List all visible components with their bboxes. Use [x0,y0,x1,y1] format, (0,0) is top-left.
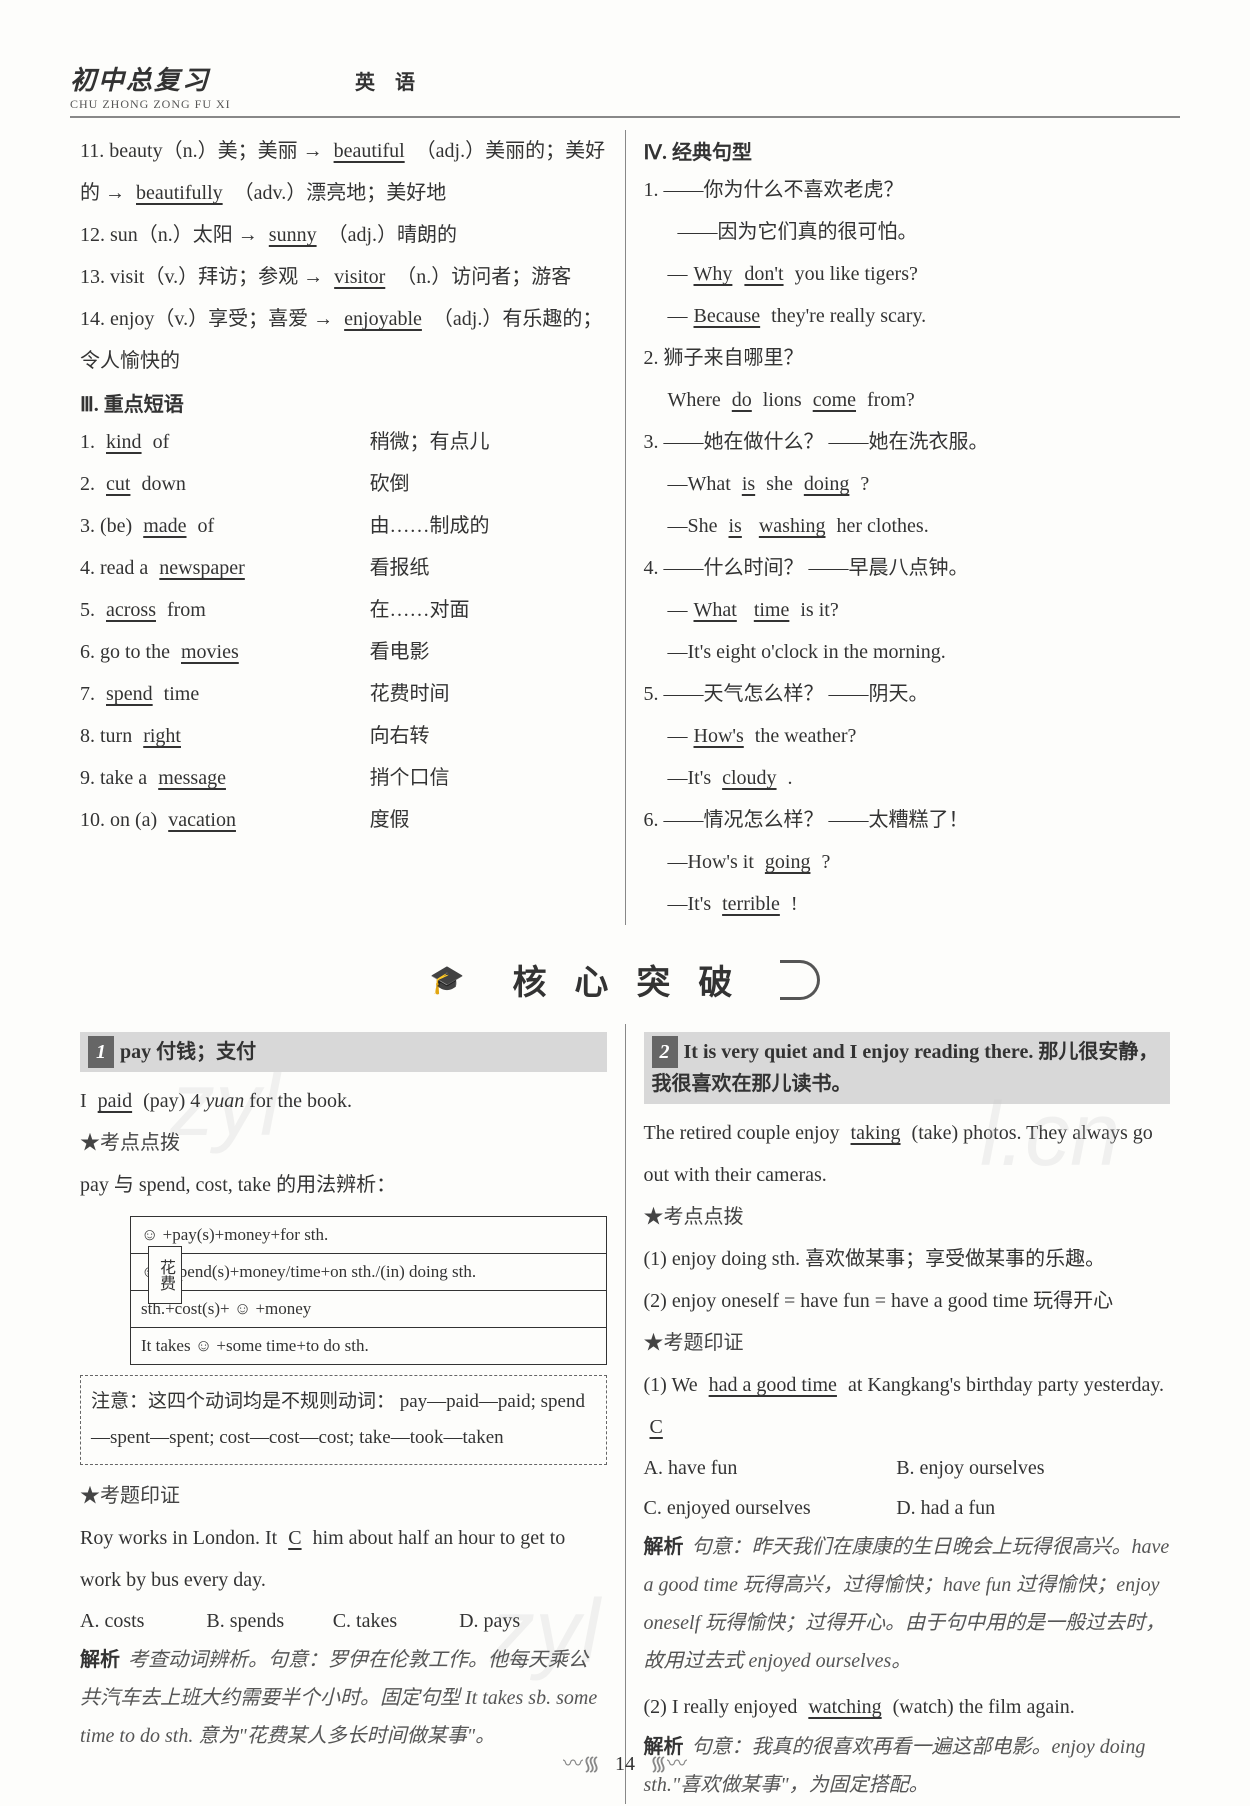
sentence-cn: 2. 狮子来自哪里？ [644,337,1171,379]
sentence-en: —What is she doing ? [644,463,1171,505]
banner-text: 核心突破 [512,955,760,1004]
option: B. spends [206,1601,332,1641]
vocab-item: 14. enjoy（v.）享受；喜爱 → enjoyable （adj.）有乐趣… [80,298,607,382]
topic2-num: 2 [652,1036,678,1068]
upper-left-col: 11. beauty（n.）美；美丽 → beautiful （adj.）美丽的… [70,130,626,925]
topic2-tip1: (1) enjoy doing sth. 喜欢做某事；享受做某事的乐趣。 [644,1238,1171,1280]
phrase-list: 1. kind of稍微；有点儿2. cut down砍倒3. (be) mad… [80,421,607,841]
vocab-item: 13. visit（v.）拜访；参观 → visitor （n.）访问者；游客 [80,256,607,298]
vocab-item: 12. sun（n.）太阳 → sunny （adj.）晴朗的 [80,214,607,256]
sentence-en: —How's it going ? [644,841,1171,883]
topic2-title: It is very quiet and I enjoy reading the… [652,1041,1159,1095]
topic2-q1-options: A. have funB. enjoy ourselvesC. enjoyed … [644,1448,1171,1528]
topic2-example: The retired couple enjoy taking (take) p… [644,1112,1171,1196]
sentence-cn: 1. ——你为什么不喜欢老虎？ [644,169,1171,211]
section3-title: Ⅲ. 重点短语 [80,388,607,417]
sentence-en-ans: —Because they're really scary. [644,295,1171,337]
sentence-cn: 4. ——什么时间？ ——早晨八点钟。 [644,547,1171,589]
topic2-q1: (1) We had a good time at Kangkang's bir… [644,1364,1171,1448]
sentence-list: 1. ——你为什么不喜欢老虎？——因为它们真的很可怕。—Whydon't you… [644,169,1171,925]
phrase-item: 2. cut down砍倒 [80,463,607,505]
sentence-en: Where do lions come from? [644,379,1171,421]
topic1-tip-label: ★考点点拨 [80,1122,607,1164]
header-title-cn: 初中总复习 [70,66,210,95]
topic1-question: Roy works in London. It C him about half… [80,1517,607,1601]
phrase-item: 10. on (a) vacation度假 [80,799,607,841]
analysis-text: 句意：昨天我们在康康的生日晚会上玩得很高兴。have a good time 玩… [644,1536,1170,1672]
diagram-side-label: 花费 [148,1246,182,1304]
header-title-pinyin: CHU ZHONG ZONG FU XI [70,97,1180,112]
phrase-item: 1. kind of稍微；有点儿 [80,421,607,463]
note-box: 注意：这四个动词均是不规则动词： pay—paid—paid; spend—sp… [80,1375,607,1465]
topic1-num: 1 [88,1036,114,1068]
banner-arc-icon [780,960,820,1000]
diagram-row: sth.+cost(s)+ ☺ +money [131,1291,606,1328]
diagram-row: ☺ +spend(s)+money/time+on sth./(in) doin… [131,1254,606,1291]
phrase-item: 3. (be) made of由……制成的 [80,505,607,547]
page-deco-icon: 〰᯾ [563,1747,600,1776]
sentence-cn: 3. ——她在做什么？ ——她在洗衣服。 [644,421,1171,463]
usage-diagram: ☺ +pay(s)+money+for sth.☺ +spend(s)+mone… [130,1216,607,1365]
topic1-test-label: ★考题印证 [80,1475,607,1517]
sentence-en: —Whydon't you like tigers? [644,253,1171,295]
option: C. enjoyed ourselves [644,1488,897,1528]
sentence-cn: 6. ——情况怎么样？ ——太糟糕了！ [644,799,1171,841]
banner-icon: 🎓 [430,963,493,997]
header-divider [70,116,1180,118]
analysis-text: 考查动词辨析。句意：罗伊在伦敦工作。他每天乘公共汽车去上班大约需要半个小时。固定… [80,1649,597,1747]
phrase-item: 8. turn right向右转 [80,715,607,757]
lower-right-col: 2It is very quiet and I enjoy reading th… [626,1024,1181,1804]
lower-columns: zyl zyl l.cn 1pay 付钱；支付 I paid (pay) 4 y… [70,1024,1180,1804]
sentence-en-ans: —It's eight o'clock in the morning. [644,631,1171,673]
upper-columns: 11. beauty（n.）美；美丽 → beautiful （adj.）美丽的… [70,130,1180,925]
option: A. have fun [644,1448,897,1488]
section-banner: 🎓 核心突破 [70,955,1180,1004]
phrase-item: 7. spend time花费时间 [80,673,607,715]
phrase-item: 6. go to the movies看电影 [80,631,607,673]
topic2-test-label: ★考题印证 [644,1322,1171,1364]
topic2-header: 2It is very quiet and I enjoy reading th… [644,1032,1171,1104]
upper-right-col: Ⅳ. 经典句型 1. ——你为什么不喜欢老虎？——因为它们真的很可怕。—Whyd… [626,130,1181,925]
option: B. enjoy ourselves [896,1448,1149,1488]
phrase-item: 5. across from在……对面 [80,589,607,631]
topic1-analysis: 解析考查动词辨析。句意：罗伊在伦敦工作。他每天乘公共汽车去上班大约需要半个小时。… [80,1641,607,1755]
topic1-title: pay 付钱；支付 [120,1041,256,1063]
analysis-label: 解析 [644,1536,684,1558]
sentence-en-ans: —She is washing her clothes. [644,505,1171,547]
sentence-cn: 5. ——天气怎么样？ ——阴天。 [644,673,1171,715]
page-deco-icon: ᯾〰 [650,1747,687,1776]
topic1-options: A. costsB. spendsC. takesD. pays [80,1601,607,1641]
sentence-cn-ans: ——因为它们真的很可怕。 [644,211,1171,253]
topic1-example: I paid (pay) 4 yuan for the book. [80,1080,607,1122]
page-header: 初中总复习 英语 CHU ZHONG ZONG FU XI [70,60,1180,118]
sentence-en-ans: —It's cloudy . [644,757,1171,799]
topic2-tip2: (2) enjoy oneself = have fun = have a go… [644,1280,1171,1322]
diagram-row: ☺ +pay(s)+money+for sth. [131,1217,606,1254]
topic1-tip-text: pay 与 spend, cost, take 的用法辨析： [80,1164,607,1206]
lower-left-col: 1 pay 付钱；支付 I paid (pay) 4 yuan for the b… [70,1024,626,1804]
analysis-label: 解析 [80,1649,120,1671]
section4-title: Ⅳ. 经典句型 [644,136,1171,165]
page-num-value: 14 [615,1753,635,1775]
topic1-header: 1 pay 付钱；支付 [80,1032,607,1072]
option: D. had a fun [896,1488,1149,1528]
vocab-item: 11. beauty（n.）美；美丽 → beautiful （adj.）美丽的… [80,130,607,214]
sentence-en-ans: —It's terrible ! [644,883,1171,925]
topic2-analysis1: 解析句意：昨天我们在康康的生日晚会上玩得很高兴。have a good time… [644,1528,1171,1680]
sentence-en: —What time is it? [644,589,1171,631]
topic2-tip-label: ★考点点拨 [644,1196,1171,1238]
header-subject: 英语 [355,66,435,95]
page-number: 〰᯾ 14 ᯾〰 [0,1747,1250,1776]
option: D. pays [459,1601,585,1641]
option: C. takes [333,1601,459,1641]
phrase-item: 4. read a newspaper看报纸 [80,547,607,589]
diagram-row: It takes ☺ +some time+to do sth. [131,1328,606,1364]
topic2-q2: (2) I really enjoyed watching (watch) th… [644,1686,1171,1728]
option: A. costs [80,1601,206,1641]
vocab-list: 11. beauty（n.）美；美丽 → beautiful （adj.）美丽的… [80,130,607,382]
phrase-item: 9. take a message捎个口信 [80,757,607,799]
sentence-en: —How's the weather? [644,715,1171,757]
